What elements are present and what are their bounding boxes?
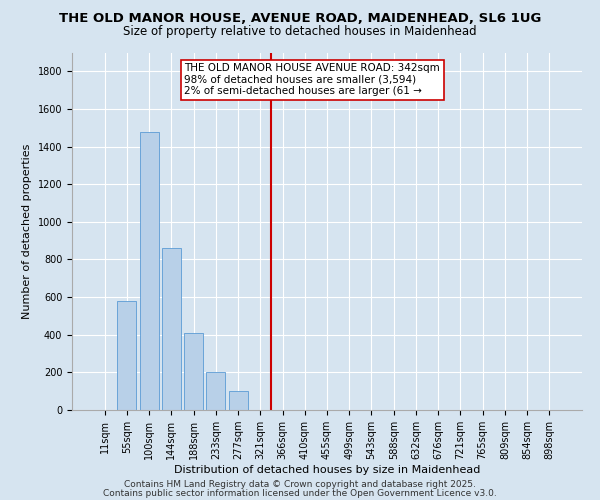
Text: Contains public sector information licensed under the Open Government Licence v3: Contains public sector information licen… bbox=[103, 488, 497, 498]
Text: THE OLD MANOR HOUSE AVENUE ROAD: 342sqm
98% of detached houses are smaller (3,59: THE OLD MANOR HOUSE AVENUE ROAD: 342sqm … bbox=[184, 63, 440, 96]
Bar bbox=[118, 301, 136, 410]
Bar bbox=[206, 372, 225, 410]
Bar bbox=[184, 333, 203, 410]
Bar bbox=[140, 132, 158, 410]
Bar bbox=[162, 248, 181, 410]
Bar bbox=[229, 391, 248, 410]
Text: THE OLD MANOR HOUSE, AVENUE ROAD, MAIDENHEAD, SL6 1UG: THE OLD MANOR HOUSE, AVENUE ROAD, MAIDEN… bbox=[59, 12, 541, 26]
Text: Size of property relative to detached houses in Maidenhead: Size of property relative to detached ho… bbox=[123, 25, 477, 38]
Y-axis label: Number of detached properties: Number of detached properties bbox=[22, 144, 32, 319]
Text: Contains HM Land Registry data © Crown copyright and database right 2025.: Contains HM Land Registry data © Crown c… bbox=[124, 480, 476, 489]
X-axis label: Distribution of detached houses by size in Maidenhead: Distribution of detached houses by size … bbox=[174, 465, 480, 475]
